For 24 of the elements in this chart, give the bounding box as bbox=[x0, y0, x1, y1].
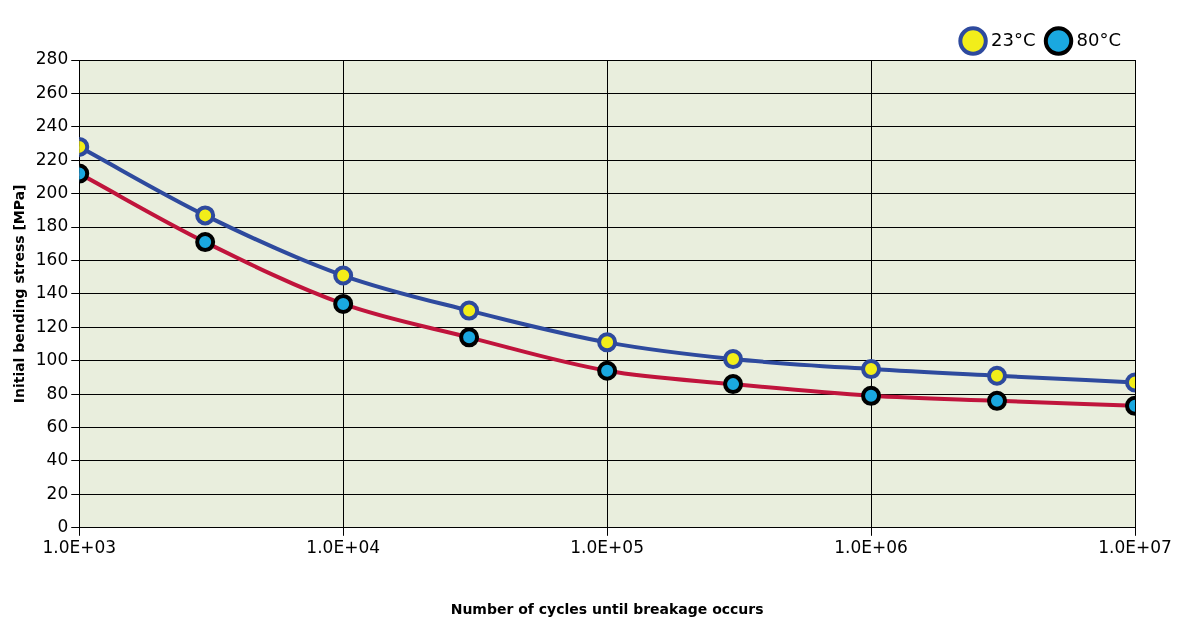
y-tick-label: 80 bbox=[46, 382, 69, 403]
y-tick-label: 60 bbox=[46, 415, 69, 436]
y-tick-label: 180 bbox=[35, 215, 69, 236]
y-tick-label: 240 bbox=[35, 115, 69, 136]
y-tick-label: 100 bbox=[35, 349, 69, 370]
x-tick-label: 1.0E+05 bbox=[570, 537, 644, 558]
x-axis-title: Number of cycles until breakage occurs bbox=[450, 601, 764, 618]
y-tick-label: 260 bbox=[35, 81, 69, 102]
x-tick-label: 1.0E+03 bbox=[42, 537, 117, 558]
y-tick-label: 20 bbox=[46, 482, 69, 503]
y-tick-label: 40 bbox=[46, 449, 69, 470]
legend-label: 23°C bbox=[991, 28, 1036, 50]
y-tick-label: 200 bbox=[35, 182, 69, 203]
y-tick-label: 0 bbox=[57, 516, 69, 537]
x-tick-label: 1.0E+07 bbox=[1098, 537, 1172, 558]
y-tick-label: 140 bbox=[35, 282, 69, 303]
x-tick-label: 1.0E+06 bbox=[834, 537, 908, 558]
legend-label: 80°C bbox=[1076, 28, 1122, 50]
y-tick-label: 220 bbox=[35, 148, 69, 169]
y-tick-label: 160 bbox=[35, 248, 69, 269]
y-axis-title: Initial bending stress [MPa] bbox=[11, 184, 28, 404]
y-tick-label: 280 bbox=[35, 48, 69, 69]
x-tick-label: 1.0E+04 bbox=[306, 537, 381, 558]
y-tick-label: 120 bbox=[35, 315, 69, 336]
